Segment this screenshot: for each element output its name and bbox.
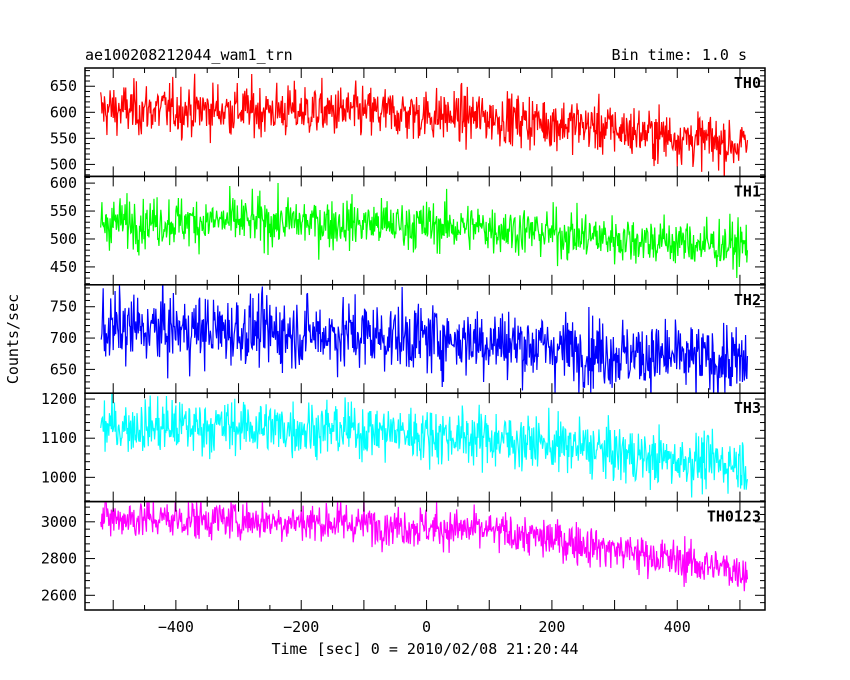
- y-tick-label: 1000: [41, 468, 77, 486]
- panel-th3: 1000 1100 1200 TH3: [41, 390, 766, 503]
- panel-th0123: 2600 2800 3000 TH0123: [41, 500, 766, 611]
- panel-th0: 500 550 600 650 TH0: [50, 67, 766, 178]
- panels: 500 550 600 650 TH0 450 500 550 600 TH1 650 700 750 T…: [41, 67, 766, 611]
- y-tick-label: 650: [50, 77, 77, 95]
- y-tick-label: 700: [50, 329, 77, 347]
- panel-th2: 650 700 750 TH2: [50, 284, 766, 394]
- y-tick-label: 600: [50, 174, 77, 192]
- series-line-th1: [100, 183, 749, 278]
- x-axis-title: Time [sec] 0 = 2010/02/08 21:20:44: [271, 640, 578, 658]
- y-tick-label: 550: [50, 129, 77, 147]
- y-axis-title: Counts/sec: [4, 294, 22, 384]
- y-tick-label: 1200: [41, 390, 77, 408]
- series-line-th0123: [100, 501, 749, 592]
- series-line-th3: [100, 393, 749, 498]
- y-tick-label: 500: [50, 155, 77, 173]
- panel-label-th3: TH3: [734, 399, 761, 417]
- panel-label-th0: TH0: [734, 74, 761, 92]
- panel-label-th1: TH1: [734, 182, 761, 200]
- y-tick-label: 600: [50, 103, 77, 121]
- panel-frame: [84, 500, 766, 611]
- y-tick-label: 3000: [41, 513, 77, 531]
- series-line-th0: [100, 73, 749, 177]
- y-tick-label: 650: [50, 360, 77, 378]
- y-tick-label: 750: [50, 298, 77, 316]
- panel-th1: 450 500 550 600 TH1: [50, 174, 766, 286]
- y-tick-label: 450: [50, 258, 77, 276]
- y-tick-label: 500: [50, 230, 77, 248]
- x-tick-label: −200: [283, 618, 319, 636]
- series-line-th2: [100, 284, 749, 394]
- x-tick-label: 200: [538, 618, 565, 636]
- y-tick-label: 2800: [41, 550, 77, 568]
- panel-label-th0123: TH0123: [707, 508, 761, 526]
- y-tick-label: 1100: [41, 429, 77, 447]
- chart-title: ae100208212044_wam1_trn: [85, 46, 293, 64]
- x-axis-tick-labels: −400 −200 0 200 400: [158, 618, 691, 636]
- y-tick-label: 550: [50, 202, 77, 220]
- panel-label-th2: TH2: [734, 291, 761, 309]
- y-tick-label: 2600: [41, 586, 77, 604]
- x-tick-label: −400: [158, 618, 194, 636]
- x-tick-label: 400: [664, 618, 691, 636]
- bin-time-label: Bin time: 1.0 s: [612, 46, 747, 64]
- x-tick-label: 0: [422, 618, 431, 636]
